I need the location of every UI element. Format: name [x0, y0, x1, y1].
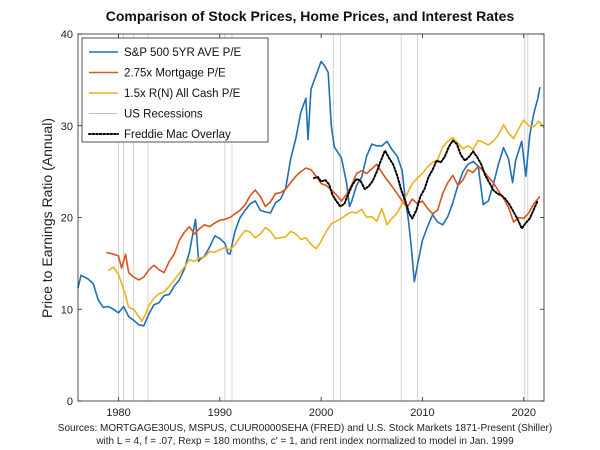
legend-label-1: 2.75x Mortgage P/E [124, 68, 226, 80]
y-tick-label-2: 20 [61, 213, 73, 225]
footnote-line-2: with L = 4, f = .07, Rexp = 180 months, … [95, 436, 514, 447]
y-tick-label-3: 30 [61, 121, 73, 133]
series-line-4 [313, 139, 539, 230]
series-line-2 [107, 119, 545, 322]
legend-label-0: S&P 500 5YR AVE P/E [124, 47, 242, 59]
x-tick-label-0: 1980 [106, 407, 130, 419]
footnote-line-1: Sources: MORTGAGE30US, MSPUS, CUUR0000SE… [58, 423, 552, 434]
y-axis-label: Price to Earnings Ratio (Annual) [39, 118, 55, 318]
x-tick-label-3: 2010 [410, 407, 434, 419]
y-tick-label-1: 10 [61, 304, 73, 316]
axis-ticks: 0 10 20 30 40 1980 1990 2000 2010 2020 [61, 29, 544, 419]
series-line-0 [77, 60, 541, 327]
y-tick-label-0: 0 [67, 396, 73, 408]
x-tick-label-1: 1990 [208, 407, 232, 419]
legend-label-2: 1.5x R(N) All Cash P/E [124, 88, 241, 100]
series-layer [77, 60, 545, 327]
legend-label-4: Freddie Mac Overlay [124, 129, 231, 141]
x-tick-label-2: 2000 [309, 407, 333, 419]
legend-label-3: US Recessions [124, 109, 203, 121]
chart-title: Comparison of Stock Prices, Home Prices,… [106, 8, 515, 24]
series-line-1 [106, 163, 541, 281]
x-tick-label-4: 2020 [511, 407, 535, 419]
legend-box [81, 37, 269, 143]
legend: S&P 500 5YR AVE P/E 2.75x Mortgage P/E 1.5… [81, 37, 269, 143]
y-tick-label-4: 40 [61, 29, 73, 41]
